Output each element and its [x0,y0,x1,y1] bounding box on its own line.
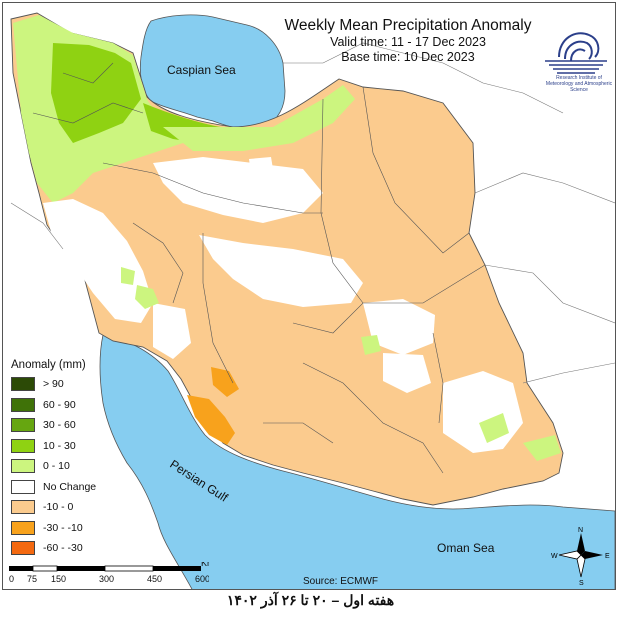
legend-swatch [11,459,35,474]
anomaly-neg30-neg10-sw [187,395,235,445]
legend-item: > 90 [11,374,115,395]
legend-swatch [11,438,35,453]
map-canvas [10,12,615,589]
scale-bar: 0 75 150 300 450 600 Km [9,562,209,584]
nochange-east-patch [249,157,275,189]
legend-item: 0 - 10 [11,456,115,477]
legend-swatch [11,500,35,515]
anomaly-0-10-south-patch [361,335,381,355]
legend-items: > 90 60 - 90 30 - 60 10 - 30 0 - 10 No Change… [11,374,115,559]
scale-tick-label: 300 [99,574,114,584]
anomaly-0-10-sw-patch [121,267,135,285]
nochange-south-patch [383,353,431,393]
footer-caption: هفته اول – ۲۰ تا ۲۶ آذر ۱۴۰۲ [226,592,395,608]
nochange-west-patch [153,303,191,359]
institute-logo-icon [545,32,607,74]
label-oman-sea: Oman Sea [437,541,495,555]
legend-label: 10 - 30 [43,439,76,452]
gulf-sea [99,334,615,589]
compass-rose-icon: N S W E [551,527,610,585]
legend-item: -10 - 0 [11,497,115,518]
legend-swatch [11,541,35,556]
institute-logo-text: Research Institute of Meteorology and At… [545,75,613,93]
anomaly-0-10-north-coast [163,85,355,151]
legend-item: 30 - 60 [11,415,115,436]
title-block: Weekly Mean Precipitation Anomaly Valid … [253,16,563,65]
legend-item: 60 - 90 [11,395,115,416]
source-credit: Source: ECMWF [303,576,379,587]
map-frame: Weekly Mean Precipitation Anomaly Valid … [2,2,616,590]
base-time: Base time: 10 Dec 2023 [341,50,475,64]
compass-e: E [605,553,610,560]
scale-tick-label: 600 [195,574,209,584]
legend-swatch [11,377,35,392]
compass-s: S [579,580,584,585]
anomaly-0-10-west-patch [135,285,159,309]
legend-swatch [11,397,35,412]
legend-swatch [11,520,35,535]
legend-item: -60 - -30 [11,538,115,559]
legend: Anomaly (mm) > 90 60 - 90 30 - 60 10 - 30 0 … [11,359,115,559]
scale-tick-label: 0 [9,574,14,584]
legend-label: -10 - 0 [43,501,74,514]
legend-item: -30 - -10 [11,518,115,539]
anomaly-0-10-east-patch [523,435,561,461]
legend-label: > 90 [43,378,64,391]
scale-tick-label: 75 [27,574,37,584]
legend-swatch [11,479,35,494]
nochange-west [43,199,153,323]
legend-label: -60 - -30 [43,542,83,555]
legend-item: 10 - 30 [11,436,115,457]
province-boundaries [32,62,486,474]
legend-label: 30 - 60 [43,419,76,432]
neighbor-borders [10,42,615,384]
anomaly-neg30-neg10-patch [211,367,239,397]
valid-time: Valid time: 11 - 17 Dec 2023 [330,35,486,49]
nochange-east-central [363,299,435,355]
nochange-central [199,235,363,307]
anomaly-10-30-nw [51,43,141,143]
nochange-central-north [153,157,323,223]
anomaly-0-10-se-patch [479,413,509,443]
legend-title: Anomaly (mm) [11,359,86,371]
map-title: Weekly Mean Precipitation Anomaly [284,17,532,34]
legend-swatch [11,418,35,433]
legend-label: 0 - 10 [43,460,70,473]
scale-tick-label: 150 [51,574,66,584]
legend-label: 60 - 90 [43,398,76,411]
compass-n: N [578,527,583,534]
compass-w: W [551,553,558,560]
label-caspian-sea: Caspian Sea [167,63,236,77]
scale-tick-label: 450 [147,574,162,584]
legend-item: No Change [11,477,115,498]
legend-label: No Change [43,480,97,493]
scale-unit: Km [201,562,209,568]
legend-label: -30 - -10 [43,521,83,534]
